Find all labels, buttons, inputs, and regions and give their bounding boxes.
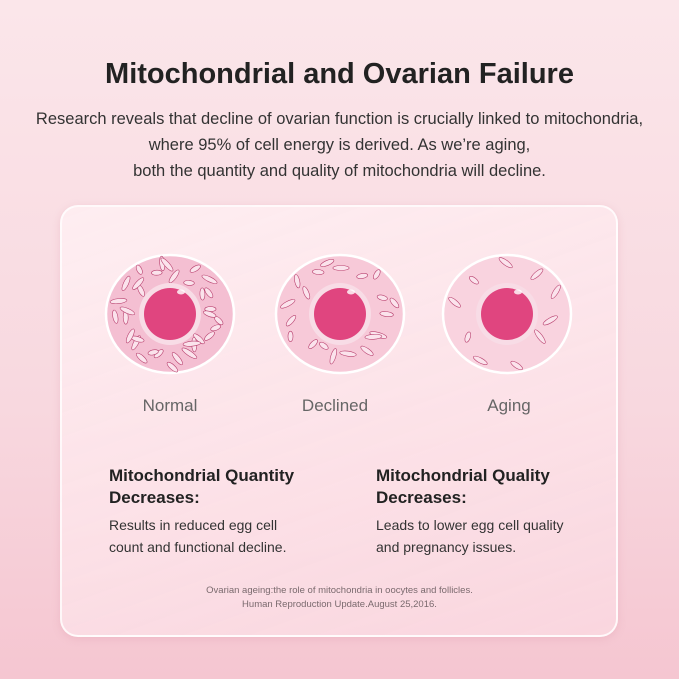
mitochondrion [356, 273, 369, 279]
mitochondrion [364, 333, 383, 340]
mitochondrion [285, 315, 297, 327]
intro-line: where 95% of cell energy is derived. As … [148, 136, 531, 154]
quantity-heading: Mitochondrial Quantity Decreases: [109, 465, 294, 509]
mitochondrion [332, 265, 350, 271]
mitochondrion [201, 274, 218, 284]
mitochondrion [530, 268, 544, 280]
mitochondrion [473, 355, 488, 365]
mitochondrion [373, 269, 381, 280]
quality-body: Leads to lower egg cell quality and preg… [376, 514, 564, 558]
mitochondrion [308, 339, 318, 349]
mitochondrion [319, 341, 329, 350]
mitochondrion [182, 340, 201, 347]
mitochondrion [147, 349, 159, 356]
mitochondrion [166, 361, 179, 373]
heading-line: Mitochondrial Quality [376, 466, 550, 485]
heading-line: Decreases: [376, 488, 467, 507]
mitochondrion [389, 297, 400, 309]
body-line: Results in reduced egg cell [109, 517, 278, 533]
aging-cell-illustration [441, 253, 573, 375]
nucleus [481, 288, 533, 340]
heading-line: Decreases: [109, 488, 200, 507]
cell-label-normal: Normal [142, 396, 198, 415]
mitochondrion [132, 277, 145, 290]
mitochondrion [183, 280, 195, 286]
nucleus [144, 288, 196, 340]
mitochondrion [181, 347, 198, 359]
body-line: and pregnancy issues. [376, 539, 517, 555]
heading-line: Mitochondrial Quantity [109, 466, 295, 485]
mitochondrion [320, 259, 335, 267]
mitochondrion [112, 309, 119, 324]
normal-cell-illustration [104, 253, 236, 375]
mitochondrion [168, 269, 180, 284]
mitochondrion [312, 269, 325, 275]
cell-label-declined: Declined [301, 396, 369, 415]
mitochondrion [204, 287, 214, 299]
nucleus [314, 288, 366, 340]
mitochondrion [464, 331, 471, 343]
quantity-body: Results in reduced egg cell count and fu… [109, 514, 286, 558]
nucleus-highlight [514, 289, 522, 295]
mitochondrion [376, 294, 388, 301]
mitochondrion [550, 284, 561, 299]
citation: Ovarian ageing:the role of mitochondria … [0, 584, 679, 612]
mitochondrion [121, 275, 131, 292]
page-title: Mitochondrial and Ovarian Failure [105, 58, 574, 90]
mitochondrion [448, 296, 461, 308]
body-line: Leads to lower egg cell quality [376, 517, 564, 533]
intro-line: Research reveals that decline of ovarian… [35, 110, 644, 128]
mitochondrion [294, 274, 301, 289]
mitochondrion [469, 276, 479, 285]
mitochondrion [302, 286, 311, 300]
mitochondrion [510, 360, 523, 371]
mitochondrion [542, 315, 558, 326]
mitochondrion [204, 331, 215, 341]
mitochondrion [160, 257, 174, 272]
mitochondrion [136, 352, 148, 364]
mitochondrion [287, 330, 294, 342]
cell-label-aging: Aging [487, 396, 531, 415]
mitochondrion [171, 352, 183, 366]
mitochondrion [339, 350, 357, 357]
mitochondrion [203, 310, 217, 318]
mitochondrion [109, 298, 128, 305]
mitochondrion [379, 311, 394, 318]
citation-line: Human Reproduction Update.August 25,2016… [242, 599, 437, 610]
mitochondrion [498, 257, 513, 269]
mitochondrion [119, 306, 136, 316]
mitochondrion [125, 328, 135, 344]
mitochondrion [329, 348, 337, 365]
nucleus-highlight [177, 289, 185, 295]
mitochondrion [534, 329, 546, 344]
mitochondrion [360, 345, 374, 356]
mitochondrion [199, 287, 206, 301]
citation-line: Ovarian ageing:the role of mitochondria … [206, 585, 473, 596]
intro-text: Research reveals that decline of ovarian… [20, 106, 659, 184]
body-line: count and functional decline. [109, 539, 287, 555]
mitochondrion [189, 264, 201, 273]
nucleus-highlight [347, 289, 355, 295]
mitochondrion [135, 264, 143, 275]
mitochondrion [280, 299, 296, 309]
mitochondrion [193, 333, 205, 345]
declined-cell-illustration [274, 253, 406, 375]
intro-line: both the quantity and quality of mitocho… [133, 162, 546, 180]
quality-heading: Mitochondrial Quality Decreases: [376, 465, 550, 509]
mitochondrion [151, 269, 163, 276]
mitochondrion [210, 324, 222, 332]
